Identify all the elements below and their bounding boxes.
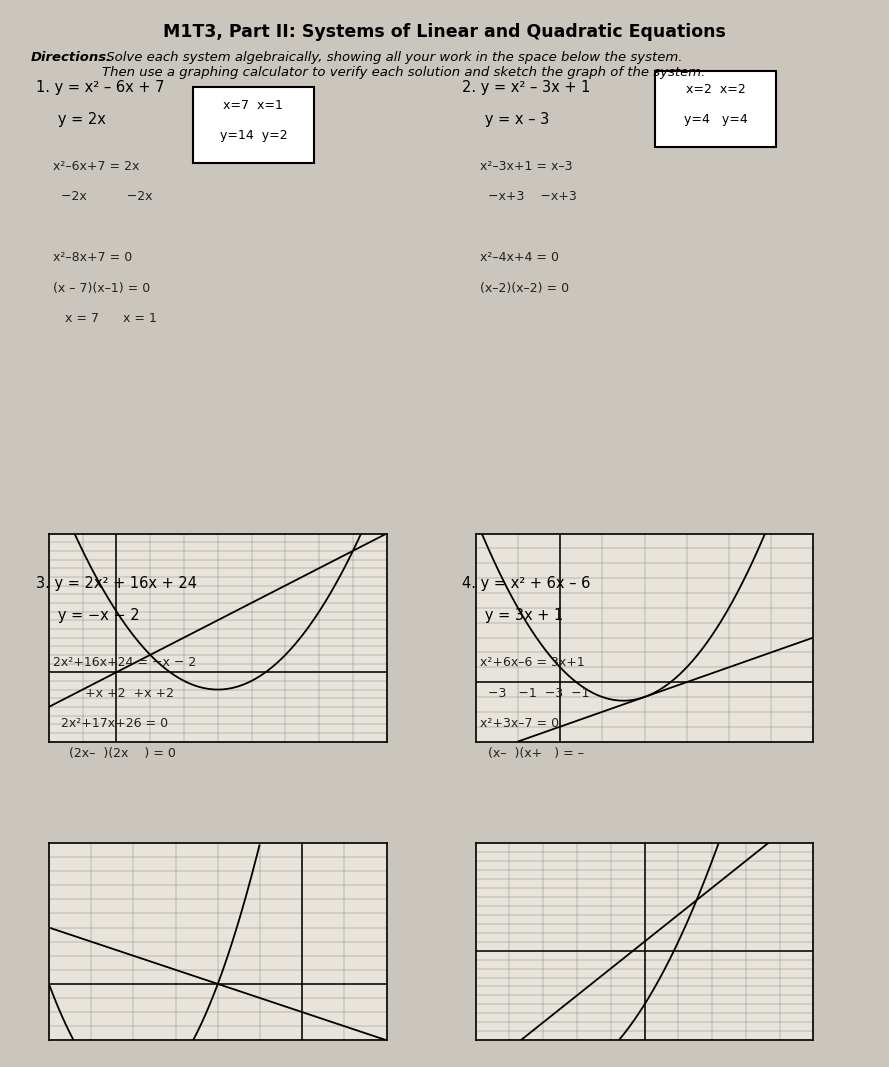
Text: Solve each system algebraically, showing all your work in the space below the sy: Solve each system algebraically, showing…	[102, 51, 706, 79]
Text: −2x          −2x: −2x −2x	[53, 190, 153, 204]
Text: (x – 7)(x–1) = 0: (x – 7)(x–1) = 0	[53, 282, 150, 294]
Text: Directions.: Directions.	[31, 51, 112, 64]
Text: 4. y = x² + 6x – 6: 4. y = x² + 6x – 6	[462, 576, 590, 591]
Text: (x–2)(x–2) = 0: (x–2)(x–2) = 0	[480, 282, 569, 294]
Text: x²–8x+7 = 0: x²–8x+7 = 0	[53, 251, 132, 265]
Text: +x +2  +x +2: +x +2 +x +2	[53, 687, 174, 700]
Text: x = 7      x = 1: x = 7 x = 1	[53, 312, 157, 325]
Text: y = 3x + 1: y = 3x + 1	[471, 608, 564, 623]
Text: 2x²+17x+26 = 0: 2x²+17x+26 = 0	[53, 717, 168, 730]
Text: y = −x − 2: y = −x − 2	[44, 608, 140, 623]
Text: x²–6x+7 = 2x: x²–6x+7 = 2x	[53, 160, 140, 173]
Text: y=14  y=2: y=14 y=2	[220, 129, 287, 142]
Text: x²+6x–6 = 3x+1: x²+6x–6 = 3x+1	[480, 656, 585, 669]
Text: x=7  x=1: x=7 x=1	[223, 99, 284, 112]
Text: y = x – 3: y = x – 3	[471, 112, 549, 127]
Text: 3. y = 2x² + 16x + 24: 3. y = 2x² + 16x + 24	[36, 576, 196, 591]
Text: x=2  x=2: x=2 x=2	[685, 83, 746, 96]
Text: x²+3x–7 = 0: x²+3x–7 = 0	[480, 717, 559, 730]
Text: y = 2x: y = 2x	[44, 112, 107, 127]
Text: 1. y = x² – 6x + 7: 1. y = x² – 6x + 7	[36, 80, 164, 95]
Text: (2x–  )(2x    ) = 0: (2x– )(2x ) = 0	[53, 747, 176, 761]
Text: 2. y = x² – 3x + 1: 2. y = x² – 3x + 1	[462, 80, 590, 95]
Text: x²–3x+1 = x–3: x²–3x+1 = x–3	[480, 160, 573, 173]
Text: (x–  )(x+   ) = –: (x– )(x+ ) = –	[480, 747, 584, 761]
Text: M1T3, Part II: Systems of Linear and Quadratic Equations: M1T3, Part II: Systems of Linear and Qua…	[163, 23, 726, 42]
Text: x²–4x+4 = 0: x²–4x+4 = 0	[480, 251, 559, 265]
Text: −x+3    −x+3: −x+3 −x+3	[480, 190, 577, 204]
Text: 2x²+16x+24 = −x − 2: 2x²+16x+24 = −x − 2	[53, 656, 196, 669]
Text: −3   −1  −3  −1: −3 −1 −3 −1	[480, 687, 589, 700]
Text: y=4   y=4: y=4 y=4	[684, 113, 748, 126]
